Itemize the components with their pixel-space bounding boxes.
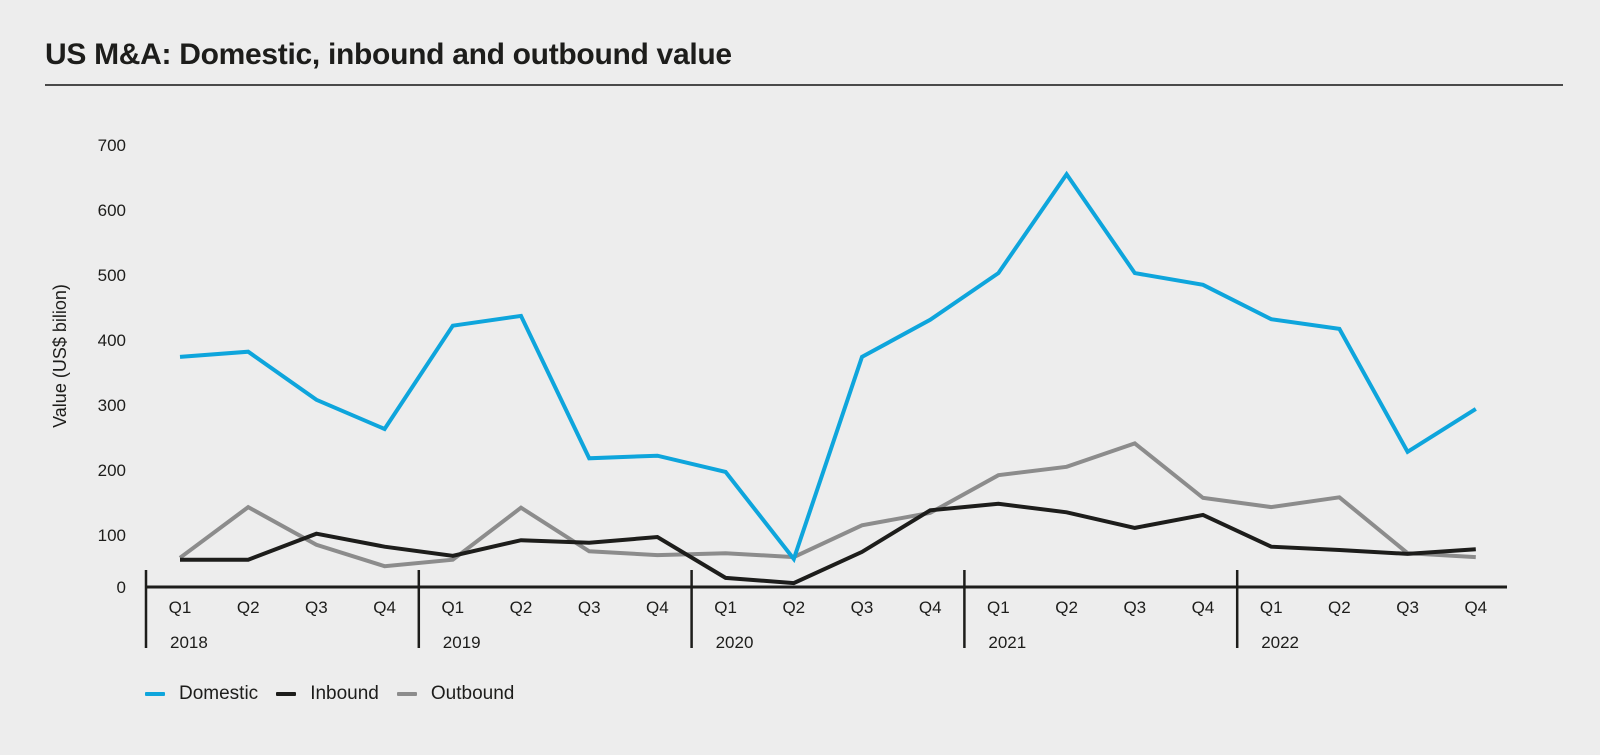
y-tick-label: 0 bbox=[117, 578, 126, 597]
title-divider bbox=[45, 84, 1563, 86]
x-quarter-label: Q1 bbox=[714, 598, 737, 617]
x-axis: 2018 Q1 Q2 Q3 Q4 2019 Q1 Q2 Q3 Q4 2020 Q1 Q2 Q3 Q4 2021… bbox=[144, 570, 1507, 652]
x-quarter-label: Q4 bbox=[373, 598, 396, 617]
x-quarter-label: Q2 bbox=[510, 598, 533, 617]
x-quarter-label: Q3 bbox=[578, 598, 601, 617]
x-quarter-label: Q3 bbox=[305, 598, 328, 617]
x-quarter-label: Q4 bbox=[1464, 598, 1487, 617]
x-quarter-label: Q2 bbox=[1328, 598, 1351, 617]
series-line-inbound bbox=[180, 501, 1476, 586]
x-year-label: 2020 bbox=[716, 633, 754, 652]
x-quarter-label: Q1 bbox=[441, 598, 464, 617]
x-year-label: 2022 bbox=[1261, 633, 1299, 652]
legend-label-inbound: Inbound bbox=[310, 683, 379, 704]
y-axis-title: Value (US$ bilion) bbox=[50, 284, 70, 428]
x-quarter-label: Q2 bbox=[1055, 598, 1078, 617]
x-quarter-label: Q3 bbox=[1123, 598, 1146, 617]
x-quarter-label: Q4 bbox=[919, 598, 942, 617]
legend-swatch-domestic bbox=[145, 692, 165, 696]
x-quarter-label: Q3 bbox=[1396, 598, 1419, 617]
legend-swatch-inbound bbox=[276, 692, 297, 696]
y-tick-label: 500 bbox=[98, 266, 126, 285]
y-tick-label: 700 bbox=[98, 136, 126, 155]
chart-title: US M&A: Domestic, inbound and outbound v… bbox=[45, 38, 732, 71]
x-quarter-label: Q1 bbox=[169, 598, 192, 617]
x-quarter-label: Q4 bbox=[646, 598, 669, 617]
x-quarter-label: Q3 bbox=[851, 598, 874, 617]
x-year-label: 2021 bbox=[988, 633, 1026, 652]
x-year-label: 2018 bbox=[170, 633, 208, 652]
x-quarter-label: Q1 bbox=[1260, 598, 1283, 617]
series-line-domestic bbox=[179, 170, 1477, 564]
y-axis-ticks: 0 100 200 300 400 500 600 700 bbox=[98, 136, 126, 597]
legend-item-inbound: Inbound bbox=[276, 683, 379, 705]
legend-item-domestic: Domestic bbox=[145, 683, 258, 705]
y-tick-label: 100 bbox=[98, 526, 126, 545]
y-tick-label: 400 bbox=[98, 331, 126, 350]
x-quarter-label: Q4 bbox=[1192, 598, 1215, 617]
legend-swatch-outbound bbox=[396, 692, 417, 696]
legend-label-domestic: Domestic bbox=[179, 683, 259, 704]
y-tick-label: 600 bbox=[98, 201, 126, 220]
series-lines bbox=[178, 170, 1477, 586]
series-line-outbound bbox=[178, 441, 1476, 569]
x-quarter-label: Q2 bbox=[782, 598, 805, 617]
legend-item-outbound: Outbound bbox=[396, 683, 515, 705]
legend: Domestic Inbound Outbound bbox=[145, 683, 532, 705]
x-year-label: 2019 bbox=[443, 633, 481, 652]
legend-label-outbound: Outbound bbox=[430, 683, 515, 704]
y-tick-label: 300 bbox=[98, 396, 126, 415]
y-tick-label: 200 bbox=[98, 461, 126, 480]
x-quarter-label: Q1 bbox=[987, 598, 1010, 617]
x-quarter-label: Q2 bbox=[237, 598, 260, 617]
